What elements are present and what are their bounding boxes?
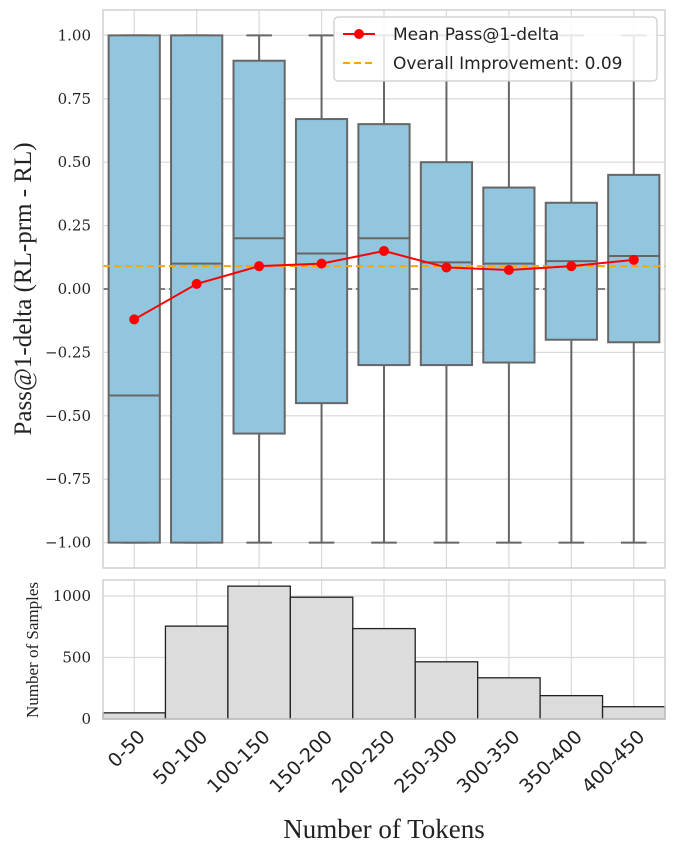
histogram-bar — [539, 694, 604, 720]
histogram-bar — [289, 596, 354, 720]
histogram-bar — [477, 677, 541, 720]
x-axis-label: Number of Tokens — [283, 814, 485, 844]
boxplot-panel: −1.00 −0.75 −0.50 −0.25 0.00 0.25 0.50 0.75 1.00… — [10, 9, 666, 569]
boxplot-y-tick-label: −1.00 — [45, 534, 91, 552]
mean-point — [628, 254, 639, 265]
boxplot-y-tick-label: 0.25 — [58, 217, 91, 235]
legend-mean-label: Mean Pass@1-delta — [393, 25, 559, 45]
x-tick-label: 150-200 — [265, 726, 337, 798]
x-tick-label: 0-50 — [104, 726, 150, 772]
histogram-frame — [102, 579, 666, 720]
boxplot-y-tick-label: −0.50 — [45, 407, 91, 425]
boxplot-y-tick-label: 0.50 — [58, 153, 91, 171]
mean-point — [129, 314, 140, 325]
box-iqr — [544, 201, 598, 341]
mean-point — [379, 245, 389, 256]
mean-series — [129, 245, 639, 325]
box-200-250 — [357, 34, 411, 544]
x-tick-label: 300-350 — [453, 726, 525, 798]
legend-overall-label: Overall Improvement: 0.09 — [393, 54, 623, 74]
box-100-150 — [232, 34, 286, 544]
x-tick-label: 50-100 — [149, 726, 212, 789]
histogram-y-ticks: 0 500 1000 — [53, 587, 91, 728]
boxplot-y-tick-label: −0.25 — [45, 343, 91, 361]
histogram-x-ticks: 0-50 50-100100-150150-200200-250250-30030… — [104, 726, 650, 798]
legend: Mean Pass@1-delta Overall Improvement: 0… — [333, 16, 658, 82]
boxplot-y-ticks: −1.00 −0.75 −0.50 −0.25 0.00 0.25 0.50 0.75 1.00 — [45, 26, 91, 551]
box-50-100 — [170, 34, 224, 544]
histogram-bar — [164, 625, 229, 720]
box-300-350 — [482, 34, 536, 544]
boxplot-y-axis-label: Pass@1-delta (RL-prm - RL) — [10, 142, 37, 435]
box-iqr — [357, 123, 411, 367]
histogram-bar — [414, 661, 479, 720]
box-iqr — [170, 34, 224, 544]
histogram-y-tick-label: 500 — [62, 648, 91, 666]
legend-mean-marker — [354, 29, 364, 39]
mean-point — [503, 264, 514, 275]
histogram-y-tick-label: 0 — [81, 710, 91, 728]
mean-point — [254, 261, 265, 272]
mean-point — [316, 258, 327, 269]
box-iqr — [107, 34, 161, 544]
histogram-bar — [601, 706, 666, 720]
mean-point — [441, 262, 452, 273]
box-150-200 — [294, 34, 349, 544]
x-tick-label: 400-450 — [578, 726, 650, 798]
box-250-300 — [419, 34, 474, 544]
boxplot-boxes — [103, 34, 665, 544]
boxplot-y-tick-label: −0.75 — [45, 470, 91, 488]
mean-point — [191, 278, 202, 289]
histogram-bar — [102, 712, 167, 720]
histogram-bar — [227, 585, 291, 720]
x-tick-label: 100-150 — [203, 726, 275, 798]
box-350-400 — [544, 34, 598, 544]
box-400-450 — [607, 34, 661, 544]
boxplot-y-tick-label: 0.75 — [58, 90, 91, 108]
box-0-50 — [107, 34, 161, 544]
x-tick-label: 350-400 — [515, 726, 587, 798]
x-tick-label: 200-250 — [328, 726, 400, 798]
histogram-bar — [352, 627, 416, 720]
histogram-y-tick-label: 1000 — [53, 587, 91, 605]
x-tick-label: 250-300 — [390, 726, 462, 798]
boxplot-frame — [102, 9, 666, 569]
box-iqr — [482, 186, 536, 364]
histogram-bars — [102, 585, 666, 720]
boxplot-y-tick-label: 0.00 — [58, 280, 91, 298]
histogram-y-axis-label: Number of Samples — [23, 582, 42, 718]
box-iqr — [232, 59, 286, 435]
histogram-panel: 0 500 1000 Number of Samples 0-50 50-100100… — [23, 579, 666, 844]
boxplot-y-tick-label: 1.00 — [58, 26, 91, 44]
mean-point — [566, 261, 577, 272]
legend-box — [333, 16, 658, 82]
